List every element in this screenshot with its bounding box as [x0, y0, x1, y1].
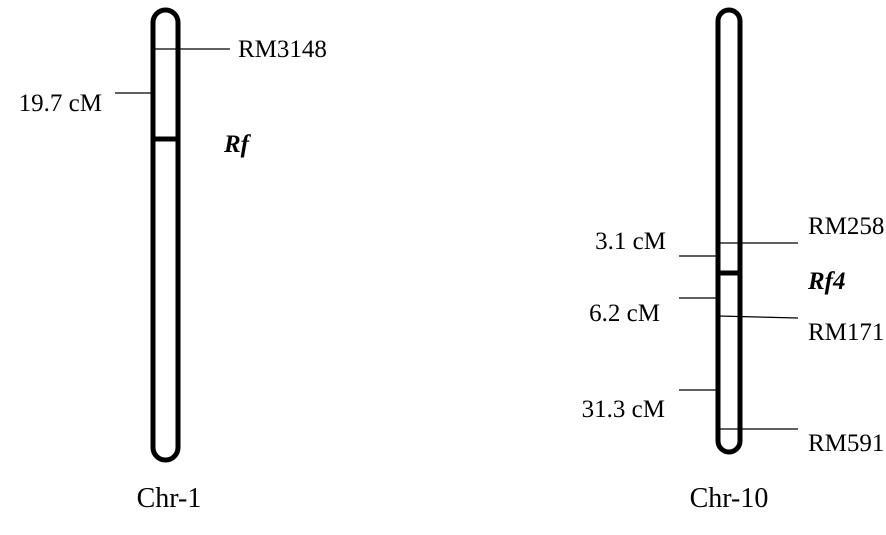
- distance-6-2-label: 6.2 cM: [589, 300, 660, 327]
- chromosome-1-title: Chr-1: [137, 483, 202, 514]
- distance-31-3-label: 31.3 cM: [582, 396, 665, 423]
- chromosome-10-body: [715, 7, 743, 455]
- marker-rm171-line: [717, 315, 799, 319]
- gene-rf4-label: Rf4: [807, 268, 846, 295]
- chromosome-10: RM258 RM171 RM591 Rf4 3.1 cM 6.2 cM 31.3…: [582, 7, 884, 514]
- gene-rf-label: Rf: [223, 131, 252, 158]
- chromosome-1-body: [150, 7, 181, 463]
- chromosome-10-title: Chr-10: [690, 483, 769, 514]
- chromosome-1: RM3148 19.7 cM Rf Chr-1: [19, 7, 327, 514]
- distance-3-1-label: 3.1 cM: [595, 228, 666, 255]
- marker-rm3148-label: RM3148: [238, 36, 327, 63]
- marker-rm171-label: RM171: [808, 319, 884, 346]
- marker-rm591-label: RM591: [808, 430, 884, 457]
- distance-19-7-label: 19.7 cM: [19, 90, 102, 117]
- marker-rm258-label: RM258: [808, 213, 884, 240]
